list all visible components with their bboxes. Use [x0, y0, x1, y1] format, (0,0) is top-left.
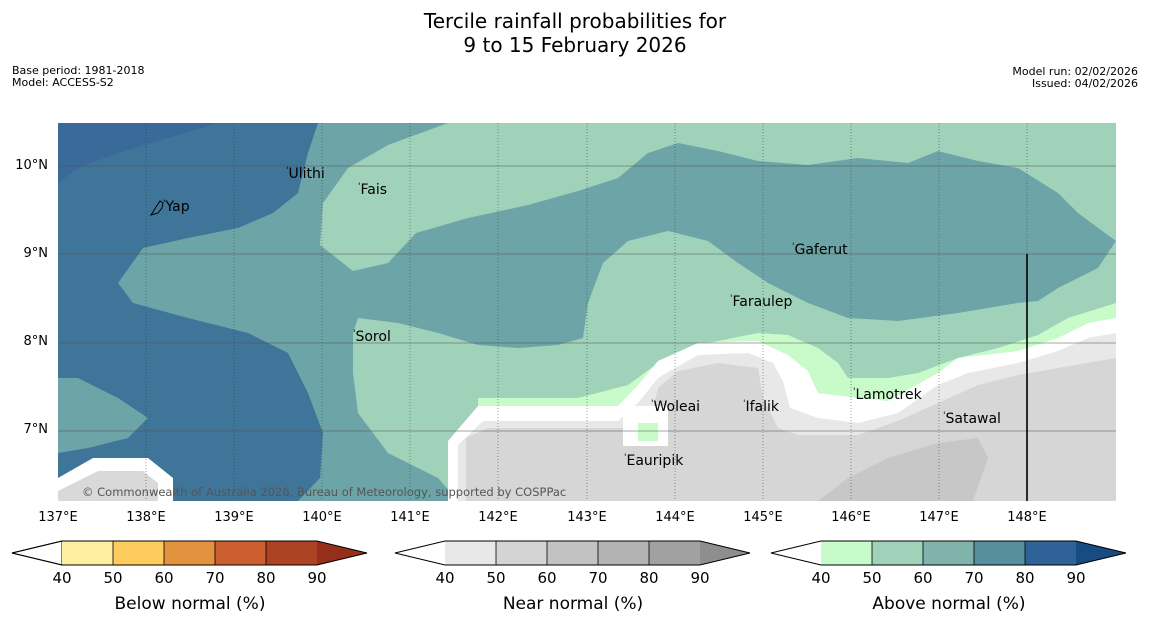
above-normal-colorbar	[770, 540, 1127, 566]
above-swatch-50-60	[872, 541, 923, 565]
above-swatch-70-80	[974, 541, 1025, 565]
below-swatch-50-60	[113, 541, 164, 565]
above-normal-title: Above normal (%)	[872, 594, 1026, 614]
below-tick-80: 80	[256, 569, 276, 587]
near-tick-40: 40	[435, 569, 455, 587]
place-sorol[interactable]: Sorol	[353, 329, 390, 345]
near-swatch-over	[700, 541, 750, 565]
lon-label-144e: 144°E	[655, 510, 695, 525]
lon-label-142e: 142°E	[478, 510, 518, 525]
below-swatch-40-50	[62, 541, 113, 565]
above-tick-90: 90	[1066, 569, 1086, 587]
above-swatch-60-70	[923, 541, 974, 565]
near-tick-60: 60	[537, 569, 557, 587]
near-normal-colorbar	[394, 540, 751, 566]
near-swatch-50-60	[496, 541, 547, 565]
near-normal-title: Near normal (%)	[502, 594, 644, 614]
near-swatch-80-90	[649, 541, 700, 565]
near-swatch-70-80	[598, 541, 649, 565]
place-gaferut[interactable]: Gaferut	[792, 242, 847, 258]
above-swatch-over	[1076, 541, 1126, 565]
model-label: Model: ACCESS-S2	[12, 76, 114, 89]
near-tick-80: 80	[639, 569, 659, 587]
lon-label-139e: 139°E	[214, 510, 254, 525]
near-swatch-60-70	[547, 541, 598, 565]
below-swatch-under	[11, 540, 63, 566]
below-tick-70: 70	[205, 569, 225, 587]
map-canvas	[58, 123, 1116, 501]
lon-label-141e: 141°E	[390, 510, 430, 525]
lon-label-140e: 140°E	[302, 510, 342, 525]
above-tick-60: 60	[913, 569, 933, 587]
below-swatch-80-90	[266, 541, 317, 565]
above-tick-80: 80	[1015, 569, 1035, 587]
below-tick-60: 60	[154, 569, 174, 587]
below-swatch-over	[317, 541, 367, 565]
lon-label-148e: 148°E	[1007, 510, 1047, 525]
base-period-label: Base period: 1981-2018	[12, 64, 145, 77]
place-faraulep[interactable]: Faraulep	[730, 294, 792, 310]
meta-right: Model run: 02/02/2026 Issued: 04/02/2026	[1012, 66, 1138, 90]
below-normal-title: Below normal (%)	[114, 594, 266, 614]
place-ifalik[interactable]: Ifalik	[743, 399, 779, 415]
above-swatch-80-90	[1025, 541, 1076, 565]
place-woleai[interactable]: Woleai	[651, 399, 700, 415]
place-satawal[interactable]: Satawal	[943, 411, 1000, 427]
below-tick-90: 90	[307, 569, 327, 587]
above-swatch-under	[771, 541, 821, 565]
place-lamotrek[interactable]: Lamotrek	[853, 387, 921, 403]
lon-label-147e: 147°E	[919, 510, 959, 525]
map-title: Tercile rainfall probabilities for 9 to …	[0, 9, 1150, 57]
near-tick-90: 90	[690, 569, 710, 587]
place-yap[interactable]: Yap	[163, 199, 189, 215]
near-swatch-under	[395, 541, 445, 565]
lon-label-145e: 145°E	[743, 510, 783, 525]
lat-label-7n: 7°N	[23, 422, 49, 437]
near-tick-70: 70	[588, 569, 608, 587]
title-line-1: Tercile rainfall probabilities for	[423, 9, 727, 33]
above-tick-50: 50	[862, 569, 882, 587]
issued-label: Issued: 04/02/2026	[1031, 77, 1138, 90]
model-run-label: Model run: 02/02/2026	[1012, 65, 1138, 78]
lon-label-146e: 146°E	[831, 510, 871, 525]
below-swatch-70-80	[215, 541, 266, 565]
below-tick-40: 40	[52, 569, 72, 587]
above-tick-40: 40	[811, 569, 831, 587]
title-line-2: 9 to 15 February 2026	[463, 33, 687, 57]
lon-label-138e: 138°E	[126, 510, 166, 525]
lon-label-143e: 143°E	[567, 510, 607, 525]
near-tick-50: 50	[486, 569, 506, 587]
lat-label-9n: 9°N	[23, 246, 49, 261]
near-swatch-40-50	[445, 541, 496, 565]
above-tick-70: 70	[964, 569, 984, 587]
lat-label-10n: 10°N	[15, 158, 48, 173]
lat-label-8n: 8°N	[23, 334, 49, 349]
place-eauripik[interactable]: Eauripik	[624, 453, 683, 469]
below-tick-50: 50	[103, 569, 123, 587]
meta-left: Base period: 1981-2018 Model: ACCESS-S2	[12, 65, 144, 89]
probability-map[interactable]	[58, 123, 1116, 501]
below-normal-colorbar	[11, 540, 368, 566]
place-fais[interactable]: Fais	[358, 182, 387, 198]
copyright-notice: © Commonwealth of Australia 2026, Bureau…	[82, 485, 567, 499]
lon-label-137e: 137°E	[38, 510, 78, 525]
place-ulithi[interactable]: Ulithi	[286, 166, 324, 182]
below-swatch-60-70	[164, 541, 215, 565]
above-swatch-40-50	[821, 541, 872, 565]
